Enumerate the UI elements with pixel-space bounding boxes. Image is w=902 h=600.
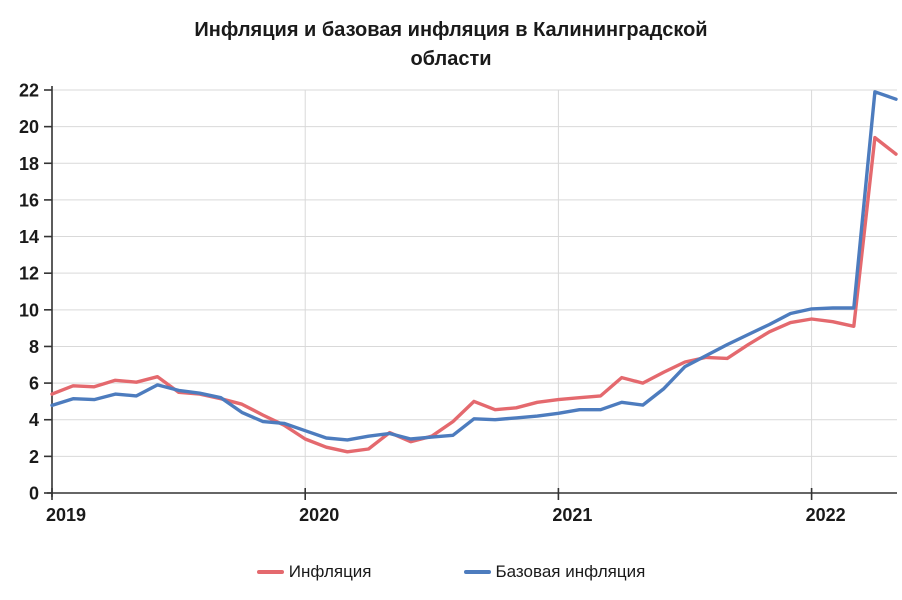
y-tick-label: 10: [19, 300, 39, 320]
series-line-inflation: [50, 135, 898, 454]
y-tick-label: 14: [19, 227, 39, 247]
legend-item-inflation: Инфляция: [256, 562, 372, 582]
y-tick-label: 22: [19, 81, 39, 101]
legend-swatch-inflation-icon: [256, 570, 284, 574]
y-tick-label: 16: [19, 190, 39, 210]
chart-title: Инфляция и базовая инфляция в Калинингра…: [0, 16, 902, 74]
y-tick-label: 12: [19, 264, 39, 284]
y-tick-label: 18: [19, 154, 39, 174]
x-tick-label: 2020: [299, 505, 339, 525]
legend-swatch-core-inflation-icon: [463, 570, 491, 574]
legend-label-core-inflation: Базовая инфляция: [495, 562, 646, 581]
series-line-core-inflation: [50, 90, 898, 442]
y-tick-label: 20: [19, 117, 39, 137]
y-tick-label: 6: [29, 374, 39, 394]
x-tick-label: 2022: [806, 505, 846, 525]
chart-legend: Инфляция Базовая инфляция: [0, 562, 902, 582]
y-tick-label: 8: [29, 337, 39, 357]
y-tick-label: 4: [29, 410, 39, 430]
y-tick-label: 2: [29, 447, 39, 467]
chart-title-line1: Инфляция и базовая инфляция в Калинингра…: [194, 19, 708, 41]
x-tick-label: 2021: [552, 505, 592, 525]
chart-title-line2: области: [410, 48, 492, 70]
x-tick-label: 2019: [46, 505, 86, 525]
y-tick-label: 0: [29, 484, 39, 504]
legend-item-core-inflation: Базовая инфляция: [463, 562, 646, 582]
legend-label-inflation: Инфляция: [288, 562, 372, 581]
